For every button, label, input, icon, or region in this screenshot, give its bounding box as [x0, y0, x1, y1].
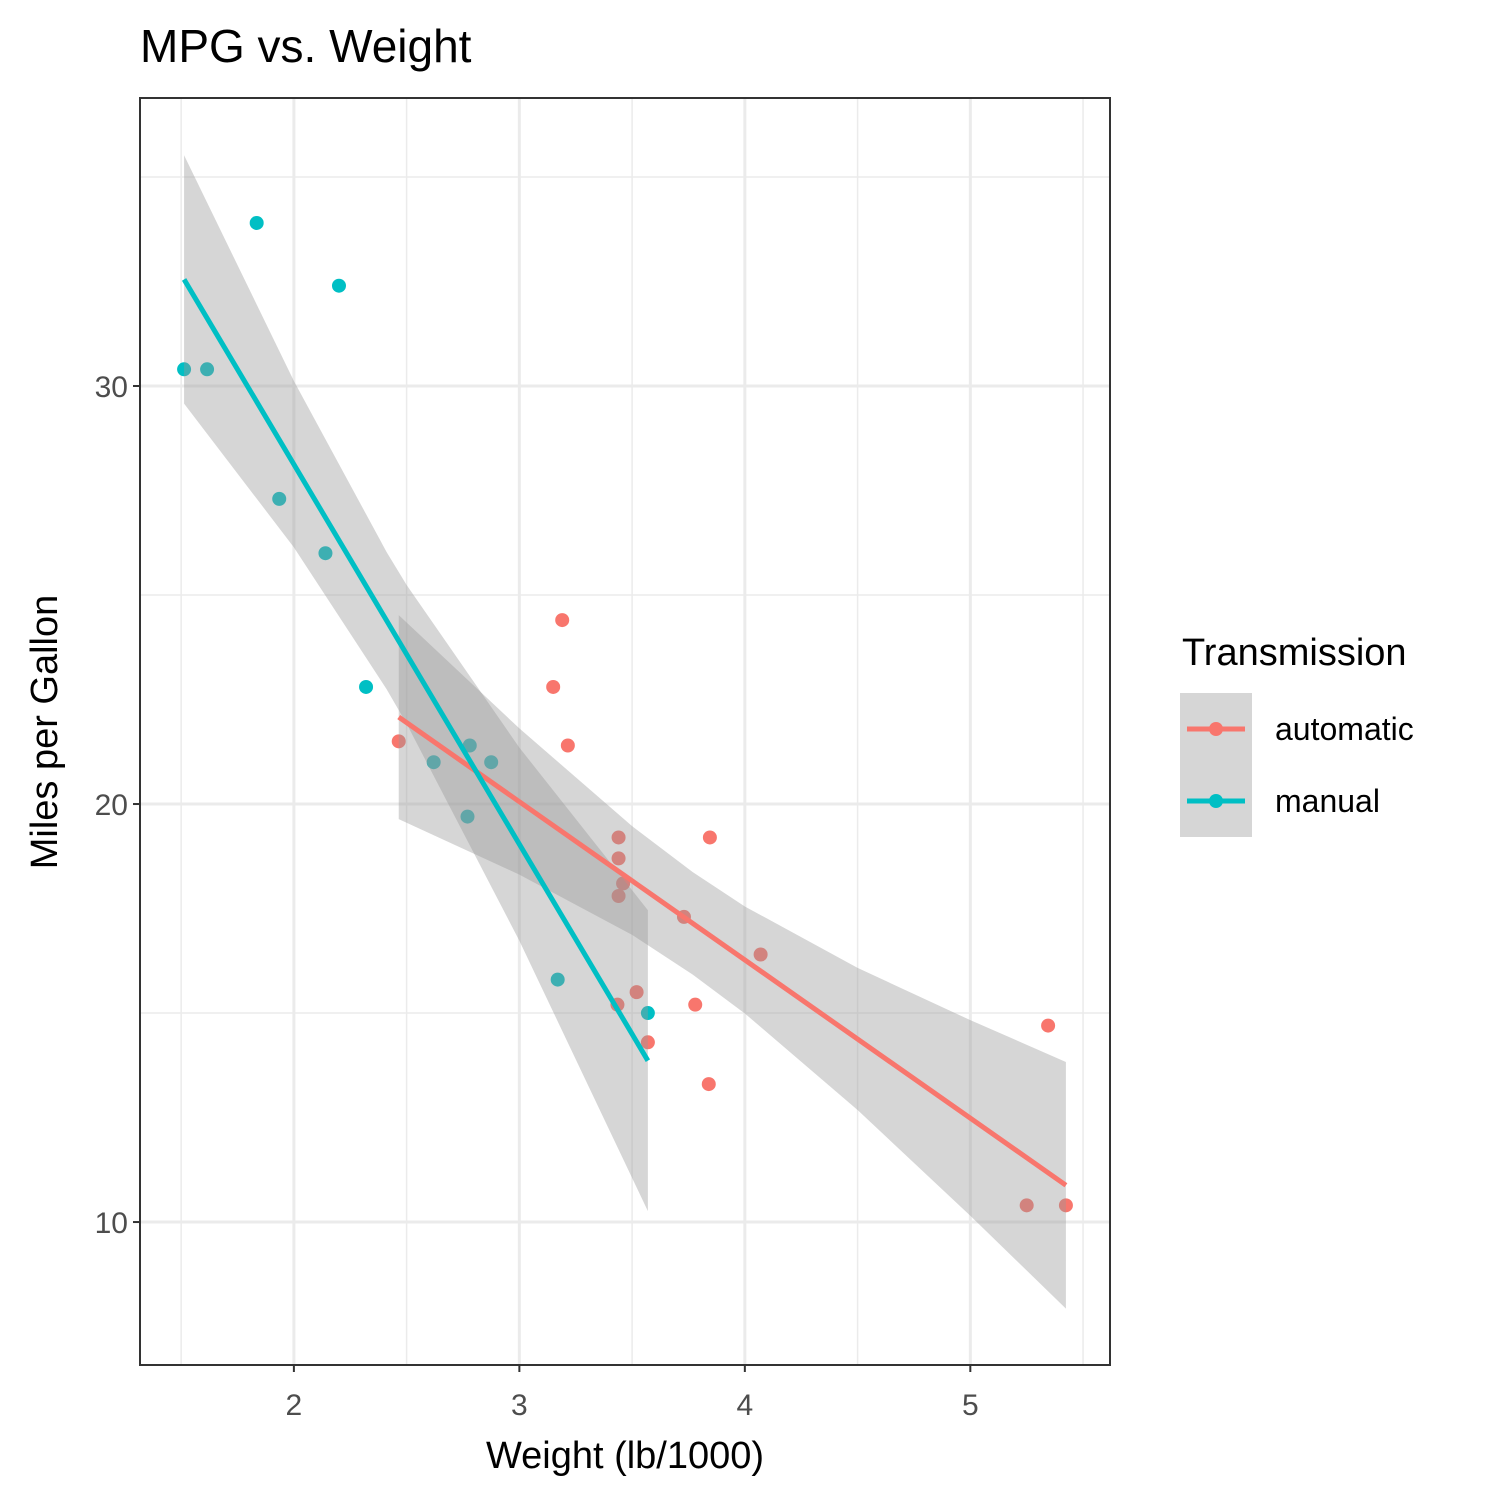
x-tick-label: 4 — [736, 1389, 753, 1422]
point — [1041, 1018, 1056, 1033]
point — [462, 738, 477, 753]
fit-line — [397, 715, 1068, 1188]
point — [249, 215, 264, 230]
point — [200, 362, 215, 377]
point — [629, 985, 644, 1000]
point — [318, 546, 333, 561]
point — [688, 997, 703, 1012]
point — [640, 1035, 655, 1050]
y-tick-label: 10 — [95, 1207, 128, 1240]
point — [555, 613, 570, 628]
point — [177, 362, 192, 377]
point — [611, 830, 626, 845]
point — [1019, 1198, 1034, 1213]
point — [1058, 1198, 1073, 1213]
point — [331, 278, 346, 293]
chart-title: MPG vs. Weight — [140, 20, 472, 72]
legend-point — [1209, 794, 1223, 808]
point — [391, 734, 406, 749]
panel-border — [139, 97, 1111, 1366]
confidence-band — [184, 155, 648, 1212]
legend-title: Transmission — [1182, 632, 1407, 674]
legend-label: manual — [1275, 783, 1380, 819]
point — [484, 755, 499, 770]
point — [460, 809, 475, 824]
point — [753, 947, 768, 962]
point — [701, 1077, 716, 1092]
point — [546, 679, 561, 694]
point — [611, 888, 626, 903]
point — [611, 851, 626, 866]
y-tick-label: 20 — [95, 789, 128, 822]
point — [272, 491, 287, 506]
legend-point — [1209, 722, 1223, 736]
x-axis-label: Weight (lb/1000) — [486, 1435, 764, 1477]
point — [359, 679, 374, 694]
point — [702, 830, 717, 845]
fit-line — [181, 278, 651, 1062]
legend-label: automatic — [1275, 711, 1414, 747]
point — [640, 1006, 655, 1021]
x-tick-label: 2 — [286, 1389, 303, 1422]
point — [426, 755, 441, 770]
x-tick-label: 5 — [962, 1389, 979, 1422]
y-tick-label: 30 — [95, 371, 128, 404]
confidence-band — [398, 615, 1066, 1309]
y-axis-label: Miles per Gallon — [24, 595, 66, 870]
point — [550, 972, 565, 987]
x-tick-label: 3 — [511, 1389, 528, 1422]
point — [560, 738, 575, 753]
